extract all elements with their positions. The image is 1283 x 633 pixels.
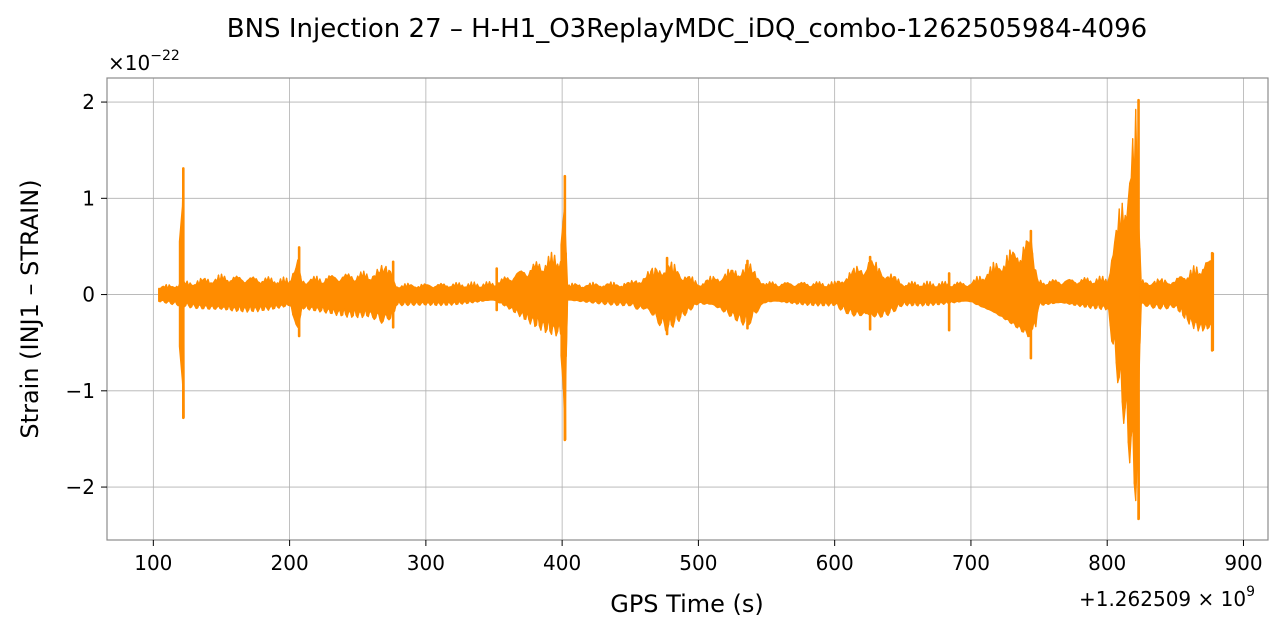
plot-area [158,98,1215,521]
y-tick-label: 0 [82,283,95,307]
axes-frame [106,77,1269,541]
y-axis-label: Strain (INJ1 – STRAIN) [16,179,44,438]
y-tick-label: 1 [82,186,95,210]
chart-title: BNS Injection 27 – H-H1_O3ReplayMDC_iDQ_… [227,14,1147,44]
x-tick-label: 200 [271,551,309,575]
x-tick-label: 900 [1224,551,1262,575]
x-tick-label: 800 [1088,551,1126,575]
y-scale-factor: ×10−22 [108,48,180,75]
spike-chirp [178,168,185,418]
x-tick-label: 100 [134,551,172,575]
y-axis-ticks: 2 1 0 −1 −2 [66,90,107,499]
x-tick-label: 700 [952,551,990,575]
x-tick-label: 500 [679,551,717,575]
x-axis-ticks: 100 200 300 400 500 600 700 800 900 [134,540,1263,575]
x-axis-label: GPS Time (s) [610,590,764,618]
x-offset-label: +1.262509 × 109 [1079,584,1255,611]
strain-trace [158,109,1213,501]
x-tick-label: 300 [407,551,445,575]
y-tick-label: 2 [82,90,95,114]
x-tick-label: 600 [816,551,854,575]
spike-chirp [1134,100,1140,519]
y-tick-label: −1 [66,379,95,403]
y-tick-label: −2 [66,475,95,499]
x-tick-label: 400 [543,551,581,575]
spike-chirp [560,176,567,440]
